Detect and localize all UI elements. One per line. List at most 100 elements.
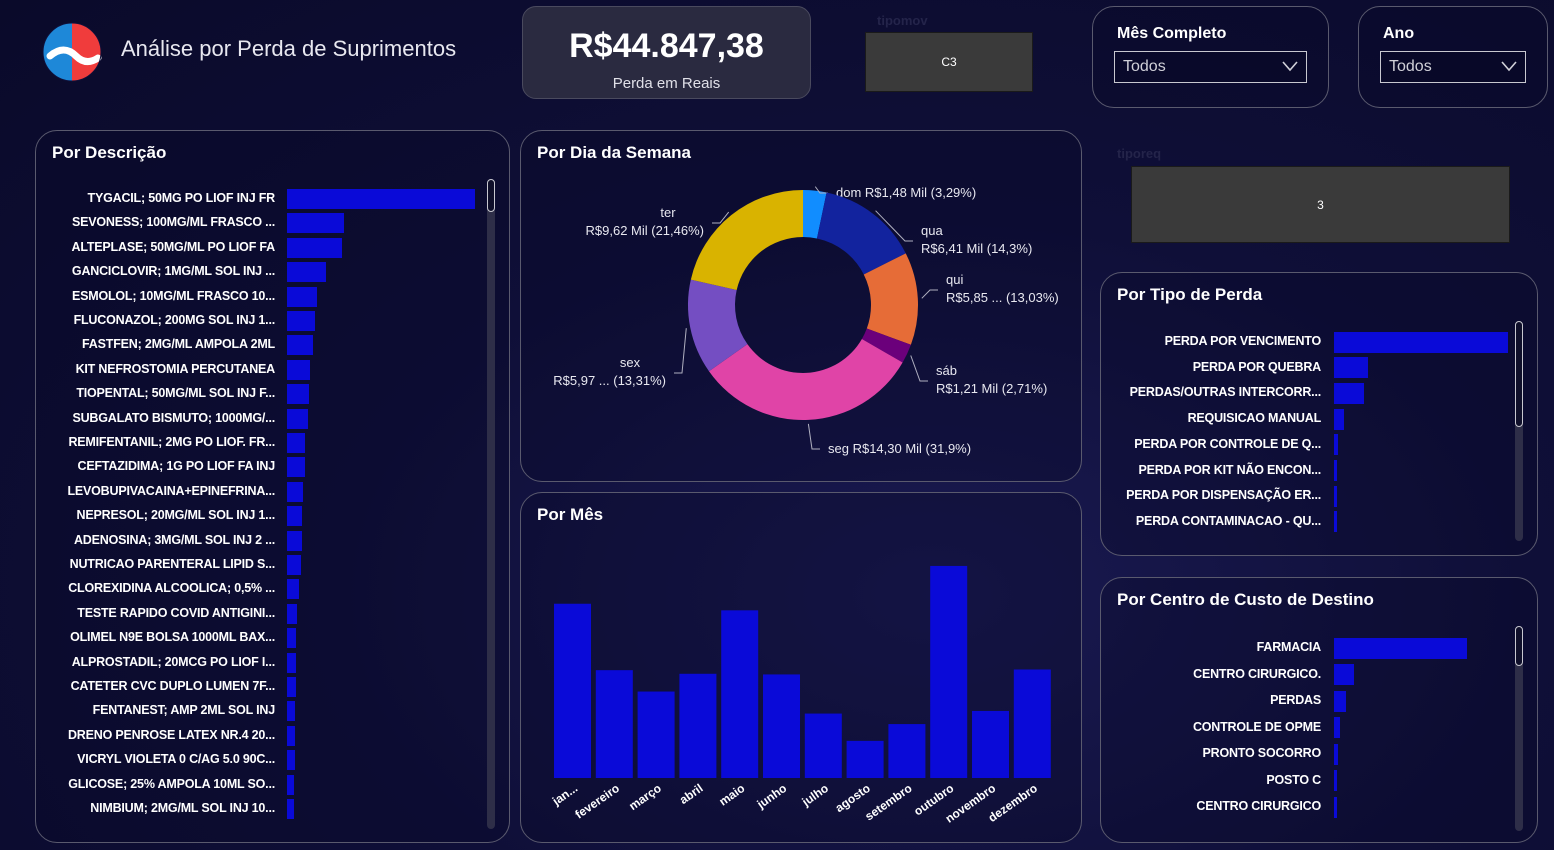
month-bar[interactable]	[763, 674, 800, 778]
bar[interactable]	[287, 701, 296, 722]
slice-ter[interactable]	[690, 190, 803, 290]
bar-label: DRENO PENROSE LATEX NR.4 20...	[67, 727, 275, 742]
por-tipo-perda-card: Por Tipo de Perda PERDA POR VENCIMENTO PE…	[1100, 272, 1538, 556]
kpi-card: R$44.847,38 Perda em Reais	[522, 6, 811, 99]
bar[interactable]	[287, 359, 310, 380]
bar[interactable]	[1334, 408, 1344, 430]
bar[interactable]	[287, 481, 303, 502]
bar[interactable]	[287, 408, 308, 429]
bar-label: REMIFENTANIL; 2MG PO LIOF. FR...	[68, 435, 275, 449]
month-bar[interactable]	[595, 670, 633, 778]
month-bar[interactable]	[846, 740, 884, 778]
bar[interactable]	[287, 433, 306, 453]
bar[interactable]	[1334, 511, 1337, 533]
bar[interactable]	[287, 384, 309, 405]
bar[interactable]	[1334, 357, 1368, 379]
month-tick-label: jan...	[549, 781, 580, 809]
bar[interactable]	[287, 750, 295, 771]
bar[interactable]	[287, 262, 327, 283]
leader-line	[921, 289, 938, 299]
bar[interactable]	[1334, 637, 1467, 659]
bar[interactable]	[287, 652, 297, 673]
bar[interactable]	[287, 628, 297, 649]
scrollbar-track[interactable]	[1515, 321, 1523, 541]
slice-sex[interactable]	[688, 279, 748, 372]
bar-label: REQUISICAO MANUAL	[1187, 411, 1322, 426]
bar[interactable]	[287, 237, 343, 258]
bar[interactable]	[287, 311, 315, 331]
bar[interactable]	[1334, 460, 1337, 481]
tipomov-tile[interactable]: C3	[865, 32, 1033, 92]
month-bar[interactable]	[888, 724, 926, 778]
scrollbar-thumb[interactable]	[487, 179, 495, 212]
donut-chart: dom R$1,48 Mil (3,29%) qua R$6,41 Mil (14,…	[553, 185, 1058, 456]
tiporeq-tile[interactable]: 3	[1131, 166, 1510, 243]
scrollbar-thumb[interactable]	[1515, 626, 1523, 666]
bar[interactable]	[1334, 485, 1337, 507]
month-bar[interactable]	[930, 565, 968, 778]
slice-qui[interactable]	[863, 253, 918, 345]
month-bar[interactable]	[1013, 669, 1051, 779]
bar[interactable]	[287, 213, 345, 234]
scrollbar-thumb[interactable]	[1515, 321, 1523, 427]
bar[interactable]	[1334, 796, 1337, 818]
por-centro-custo-title: Por Centro de Custo de Destino	[1117, 590, 1374, 609]
bar[interactable]	[287, 725, 295, 746]
month-bar[interactable]	[554, 603, 591, 778]
bar[interactable]	[287, 506, 303, 527]
slice-name: sex	[620, 355, 641, 370]
por-descricao-title: Por Descrição	[52, 143, 167, 162]
por-tipo-perda-title: Por Tipo de Perda	[1117, 285, 1263, 304]
month-bar[interactable]	[637, 691, 675, 778]
bar[interactable]	[1334, 382, 1365, 404]
bar[interactable]	[287, 799, 294, 819]
bar-label: NUTRICAO PARENTERAL LIPID S...	[69, 557, 276, 571]
ano-dropdown[interactable]: Todos	[1380, 51, 1526, 83]
slice-dom[interactable]	[803, 190, 827, 239]
bar[interactable]	[1334, 331, 1508, 353]
scrollbar-track[interactable]	[1515, 626, 1523, 831]
bar[interactable]	[1334, 743, 1338, 765]
slice-label: seg R$14,30 Mil (31,9%)	[828, 441, 971, 456]
bar-label: SUBGALATO BISMUTO; 1000MG/...	[72, 410, 275, 425]
leader-line	[875, 210, 913, 242]
kpi-label: Perda em Reais	[612, 75, 721, 92]
bar[interactable]	[1334, 434, 1339, 456]
scrollbar-track[interactable]	[487, 179, 495, 829]
leader-line	[814, 186, 828, 194]
bar[interactable]	[287, 579, 300, 600]
slice-seg[interactable]	[708, 338, 903, 420]
mes-filter-label: Mês Completo	[1117, 25, 1227, 42]
bar[interactable]	[287, 555, 301, 575]
por-mes-card: Por Mês jan... fevereiro março abril maio jun…	[520, 492, 1082, 843]
bar[interactable]	[1334, 690, 1346, 712]
month-bar[interactable]	[972, 710, 1009, 778]
bar-label: CLOREXIDINA ALCOOLICA; 0,5% ...	[68, 581, 275, 596]
slice-qua[interactable]	[816, 192, 906, 275]
bar[interactable]	[287, 189, 475, 209]
pharmacy-logo-icon	[42, 22, 102, 82]
bar-label: CENTRO CIRURGICO	[1196, 799, 1321, 813]
kpi-value: R$44.847,38	[569, 27, 764, 65]
slice-sáb[interactable]	[861, 328, 911, 363]
month-bar[interactable]	[804, 713, 842, 778]
month-tick-label: junho	[754, 781, 790, 812]
month-bar[interactable]	[721, 610, 759, 778]
bar-label: PERDA POR QUEBRA	[1192, 359, 1321, 374]
bar-label: TIOPENTAL; 50MG/ML SOL INJ F...	[76, 386, 275, 401]
mes-dropdown[interactable]: Todos	[1114, 51, 1307, 83]
bar[interactable]	[1334, 770, 1338, 791]
month-bar[interactable]	[679, 673, 717, 778]
mes-filter-card: Mês Completo Todos	[1092, 6, 1329, 108]
bar[interactable]	[1334, 717, 1340, 738]
bar[interactable]	[287, 603, 298, 624]
bar[interactable]	[287, 530, 302, 551]
bar-label: OLIMEL N9E BOLSA 1000ML BAX...	[70, 630, 275, 645]
bar[interactable]	[1334, 664, 1354, 685]
bar[interactable]	[287, 286, 318, 307]
bar[interactable]	[287, 457, 306, 478]
bar[interactable]	[287, 335, 314, 356]
por-dia-semana-card: Por Dia da Semana dom R$1,48 Mil (3,29%)…	[520, 130, 1082, 482]
bar[interactable]	[287, 774, 295, 795]
bar[interactable]	[287, 677, 296, 697]
